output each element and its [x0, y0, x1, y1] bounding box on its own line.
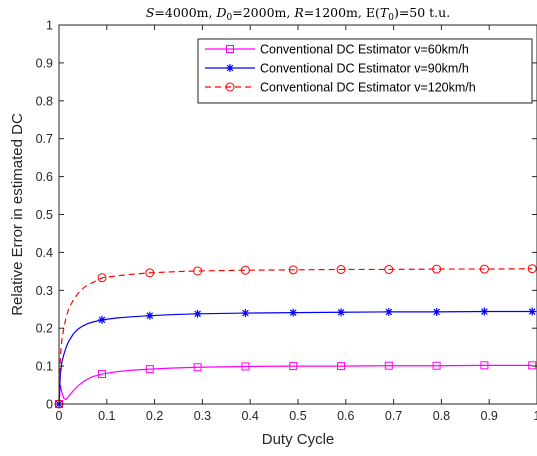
series-0-point	[98, 370, 107, 379]
series-2-point	[384, 264, 394, 274]
x-tick-label: 0.5	[289, 409, 306, 423]
series-1-point	[241, 309, 250, 318]
series-1-point	[289, 308, 298, 317]
series-2-point	[240, 265, 250, 275]
legend: Conventional DC Estimator v=60km/h Conven…	[197, 38, 533, 104]
series-0-point	[528, 361, 537, 370]
series-0-point	[432, 361, 441, 370]
series-line-2	[58, 268, 533, 405]
legend-marker-0	[226, 45, 234, 53]
x-tick-label: 0.1	[98, 409, 115, 423]
x-tick-label: 0.9	[481, 409, 498, 423]
legend-marker-2	[225, 82, 235, 92]
series-1-point	[98, 315, 107, 324]
series-line-0	[58, 364, 533, 405]
tick-layer: 0 0.1 0.2 0.3 0.4 0.5 0.6 0.7 0.8 0.9 1 0 0.1 0.2 0.3 0…	[36, 19, 537, 423]
y-tick-label: 0.1	[36, 360, 53, 374]
x-tick-label: 0.3	[194, 409, 211, 423]
series-1-point	[432, 307, 441, 316]
series-layer	[54, 264, 537, 409]
series-0-point	[384, 361, 393, 370]
x-tick-label: 0	[56, 409, 63, 423]
series-1-point	[193, 309, 202, 318]
series-0-point	[480, 361, 489, 370]
series-2-point	[145, 268, 155, 278]
series-1-point	[337, 308, 346, 317]
series-1-point	[480, 307, 489, 316]
series-0-point	[337, 362, 346, 371]
series-2-point	[336, 264, 346, 274]
x-tick-label: 0.4	[242, 409, 259, 423]
series-2-point	[432, 264, 442, 274]
series-line-1	[58, 310, 533, 405]
legend-label-1: Conventional DC Estimator v=90km/h	[260, 62, 469, 76]
series-0-point	[289, 362, 298, 371]
x-axis-label: Duty Cycle	[262, 431, 335, 448]
y-tick-label: 0.5	[36, 208, 53, 222]
y-tick-label: 0.3	[36, 284, 53, 298]
series-1-point	[145, 311, 154, 320]
series-0-point	[145, 365, 154, 374]
series-0-point	[193, 363, 202, 372]
legend-box	[197, 38, 533, 104]
y-tick-label: 0	[46, 398, 53, 412]
y-tick-label: 0.8	[36, 94, 53, 108]
series-2-point	[193, 266, 203, 276]
x-tick-label: 0.2	[146, 409, 163, 423]
chart-title: S=4000m, D0=2000m, R=1200m, E(T0)=50 t.u…	[146, 5, 450, 23]
y-tick-label: 0.4	[36, 246, 53, 260]
series-2-point	[288, 265, 298, 275]
y-tick-label: 0.9	[36, 56, 53, 70]
series-1-point	[528, 307, 537, 316]
series-2-point	[527, 264, 537, 274]
series-0-point	[241, 362, 250, 371]
y-tick-label: 0.2	[36, 322, 53, 336]
y-tick-label: 0.7	[36, 132, 53, 146]
legend-label-2: Conventional DC Estimator v=120km/h	[260, 81, 476, 95]
series-2-point	[479, 264, 489, 274]
legend-marker-1	[226, 64, 234, 72]
y-tick-label: 1	[46, 19, 53, 33]
x-tick-label: 1	[534, 409, 537, 423]
x-tick-label: 0.6	[337, 409, 354, 423]
y-tick-label: 0.6	[36, 170, 53, 184]
legend-label-0: Conventional DC Estimator v=60km/h	[260, 43, 469, 57]
x-tick-label: 0.8	[433, 409, 450, 423]
x-tick-label: 0.7	[385, 409, 402, 423]
y-axis-label: Relative Error in estimated DC	[9, 113, 26, 316]
series-1-point	[384, 307, 393, 316]
series-2-point	[97, 273, 107, 283]
